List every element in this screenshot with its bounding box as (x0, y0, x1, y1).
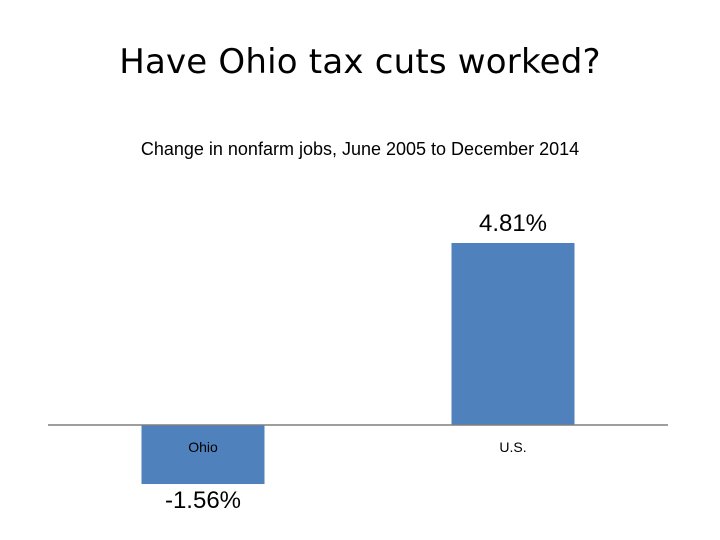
bar-u-s (451, 243, 575, 425)
data-label: 4.81% (479, 210, 547, 237)
category-label: U.S. (499, 439, 526, 455)
bar-ohio (141, 425, 265, 485)
data-label: -1.56% (165, 487, 241, 514)
category-label: Ohio (188, 439, 218, 455)
slide-title: Have Ohio tax cuts worked? (119, 42, 601, 82)
chart-title: Change in nonfarm jobs, June 2005 to Dec… (140, 139, 580, 159)
